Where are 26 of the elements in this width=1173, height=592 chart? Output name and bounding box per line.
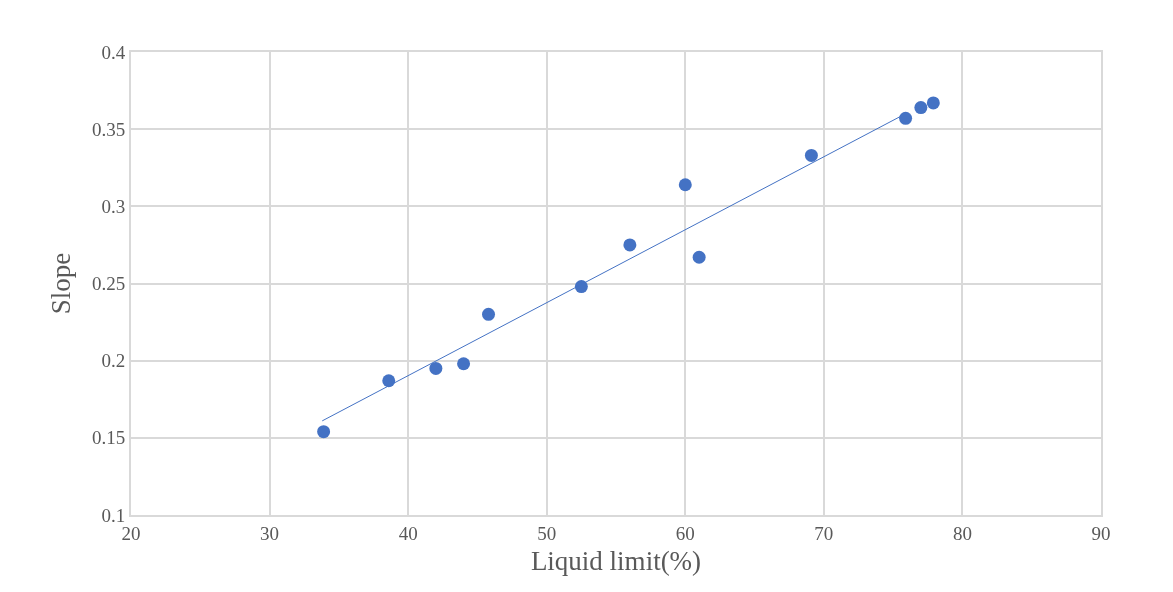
x-tick-label: 80	[952, 522, 972, 544]
point	[623, 238, 637, 252]
point	[899, 111, 913, 125]
y-axis-title: Slope	[45, 252, 76, 315]
x-axis-title: Liquid limit(%)	[530, 545, 702, 576]
y-tick-label: 0.25	[91, 273, 126, 295]
point	[678, 178, 692, 192]
point	[457, 357, 471, 371]
point	[926, 96, 940, 110]
point	[482, 307, 496, 321]
point	[429, 361, 443, 375]
x-tick-label: 60	[675, 522, 695, 544]
y-tick-label: 0.4	[101, 41, 126, 63]
point	[692, 250, 706, 264]
x-tick-label: 40	[398, 522, 418, 544]
point	[804, 148, 818, 162]
x-tick-label: 30	[260, 522, 280, 544]
y-tick-label: 0.3	[101, 195, 126, 217]
point	[317, 425, 331, 439]
y-tick-label: 0.15	[91, 427, 126, 449]
x-tick-label: 50	[537, 522, 557, 544]
y-tick-label: 0.2	[101, 350, 126, 372]
x-tick-label: 70	[814, 522, 834, 544]
x-tick-label: 90	[1091, 522, 1111, 544]
point	[914, 101, 928, 115]
y-tick-label: 0.35	[91, 118, 126, 140]
